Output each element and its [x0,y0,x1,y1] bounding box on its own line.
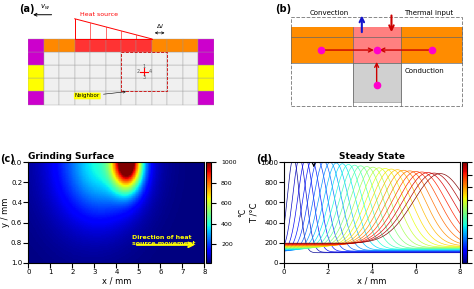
Bar [198,52,214,65]
Bar [106,52,121,65]
Y-axis label: y / mm: y / mm [0,198,9,227]
Bar [59,39,75,52]
Text: 1: 1 [143,64,146,69]
Bar [28,78,44,91]
Bar [292,27,462,63]
Bar [44,39,59,52]
Bar [152,39,167,52]
Bar [75,78,90,91]
Text: (b): (b) [275,4,291,14]
Bar [28,65,44,78]
Text: Convection: Convection [310,10,349,16]
Bar [198,91,214,105]
Bar [121,52,167,91]
Bar [59,78,75,91]
Bar [90,39,106,52]
Bar [167,78,183,91]
Bar [75,65,90,78]
Text: Thermal input: Thermal input [404,10,454,16]
Y-axis label: T /°C: T /°C [249,202,258,223]
Bar [44,65,59,78]
Bar [59,52,75,65]
Bar [121,52,137,65]
Bar [152,91,167,105]
Bar [137,78,152,91]
Bar [183,52,198,65]
Bar [90,91,106,105]
Bar [44,78,59,91]
Title: Steady State: Steady State [339,152,405,161]
Bar [167,52,183,65]
Bar [198,65,214,78]
Bar [106,78,121,91]
Bar [183,78,198,91]
Bar [167,65,183,78]
Bar [183,65,198,78]
Bar [44,52,59,65]
X-axis label: x / mm: x / mm [102,277,131,286]
Bar [75,91,90,105]
Bar [152,52,167,65]
Bar [121,91,137,105]
Bar [183,91,198,105]
Bar [121,65,137,78]
Bar [106,39,121,52]
Bar [353,27,401,63]
Bar [137,39,152,52]
Text: (c): (c) [0,154,15,164]
X-axis label: x / mm: x / mm [357,277,387,286]
Text: Neighbor: Neighbor [75,91,126,99]
Bar [152,78,167,91]
Text: Heat source: Heat source [80,12,118,17]
Bar [90,52,106,65]
Bar [198,78,214,91]
Bar [292,17,462,105]
Bar [152,65,167,78]
Bar [59,91,75,105]
Bar [137,65,152,78]
Text: 4: 4 [149,69,152,74]
Text: $\Delta l$: $\Delta l$ [155,22,164,30]
Text: $v_w$: $v_w$ [40,3,50,12]
Bar [75,52,90,65]
Bar [137,91,152,105]
Y-axis label: °C: °C [238,208,247,217]
Bar [28,39,44,52]
Text: 3: 3 [143,75,146,80]
Bar [121,78,137,91]
Text: Conduction: Conduction [404,68,444,74]
Bar [137,52,152,65]
Bar [198,39,214,52]
Bar [28,52,44,65]
Text: Grinding Surface: Grinding Surface [28,152,115,161]
Bar [183,39,198,52]
Bar [59,65,75,78]
Text: Direction of heat
source movement: Direction of heat source movement [132,235,195,246]
Bar [353,63,401,101]
Bar [121,39,137,52]
Bar [75,39,90,52]
Text: (a): (a) [19,4,35,14]
Bar [90,78,106,91]
Text: 2: 2 [136,69,139,74]
Text: (d): (d) [256,154,272,164]
Bar [28,91,44,105]
Bar [167,39,183,52]
Bar [106,65,121,78]
Bar [167,91,183,105]
Bar [44,91,59,105]
Bar [106,91,121,105]
Bar [90,65,106,78]
